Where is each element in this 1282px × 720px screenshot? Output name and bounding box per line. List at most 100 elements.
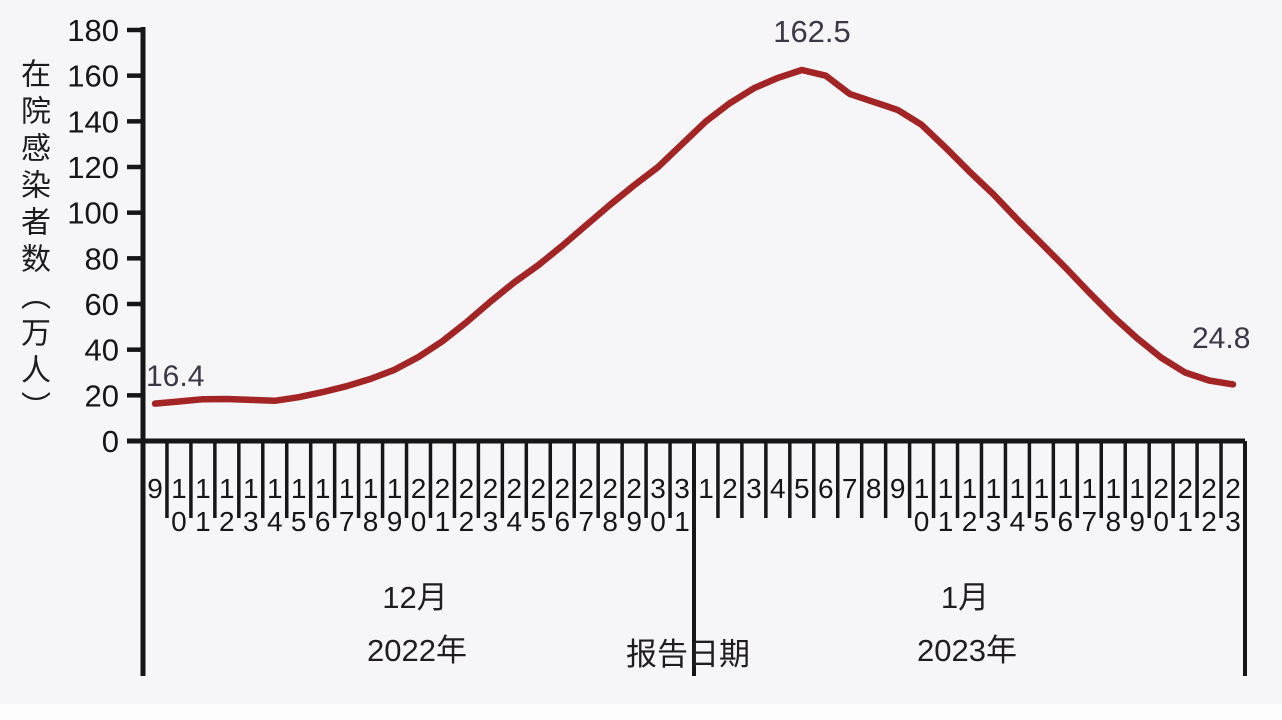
x-tick-label: 1	[986, 473, 1002, 504]
x-tick-label: 8	[866, 473, 882, 504]
x-tick-label: 0	[171, 506, 187, 537]
x-tick-label: 9	[147, 473, 163, 504]
x-tick-label: 2	[722, 473, 738, 504]
month-label-december: 12月	[382, 580, 448, 615]
x-tick-label: 2	[602, 473, 618, 504]
x-tick-label: 0	[1153, 506, 1169, 537]
x-tick-label: 3	[483, 506, 499, 537]
y-tick-label: 160	[67, 59, 119, 94]
bottom-white-strip	[0, 704, 1282, 720]
x-tick-label: 1	[1129, 473, 1145, 504]
x-tick-label: 6	[818, 473, 834, 504]
x-tick-label: 9	[1129, 506, 1145, 537]
x-tick-label: 0	[914, 506, 930, 537]
x-axis-title-report-date: 报告日期	[626, 637, 750, 672]
x-tick-label: 8	[602, 506, 618, 537]
x-tick-label: 4	[267, 506, 283, 537]
x-tick-label: 6	[315, 506, 331, 537]
x-tick-label: 4	[1010, 506, 1026, 537]
x-tick-label: 2	[530, 473, 546, 504]
y-tick-label: 80	[85, 241, 119, 276]
x-tick-label: 7	[842, 473, 858, 504]
x-tick-label: 8	[1105, 506, 1121, 537]
x-tick-label: 1	[938, 473, 954, 504]
x-tick-label: 3	[986, 506, 1002, 537]
x-tick-label: 1	[1058, 473, 1074, 504]
annotation-peak-value: 162.5	[773, 14, 851, 49]
x-tick-label: 5	[291, 506, 307, 537]
x-tick-label: 2	[219, 506, 235, 537]
y-tick-label: 20	[85, 378, 119, 413]
x-tick-label: 5	[794, 473, 810, 504]
x-tick-label: 2	[459, 473, 475, 504]
y-tick-label: 40	[85, 333, 119, 368]
x-tick-label: 1	[219, 473, 235, 504]
x-tick-label: 1	[339, 473, 355, 504]
x-tick-label: 4	[770, 473, 786, 504]
month-label-january: 1月	[940, 580, 990, 615]
x-tick-label: 5	[530, 506, 546, 537]
x-tick-label: 5	[1034, 506, 1050, 537]
x-tick-label: 9	[387, 506, 403, 537]
x-tick-label: 7	[339, 506, 355, 537]
x-tick-label: 2	[1225, 473, 1241, 504]
x-tick-label: 3	[746, 473, 762, 504]
x-tick-label: 7	[1081, 506, 1097, 537]
x-tick-label: 2	[962, 506, 978, 537]
x-tick-label: 6	[1058, 506, 1074, 537]
y-tick-label: 0	[102, 424, 119, 459]
x-tick-label: 7	[578, 506, 594, 537]
x-tick-label: 2	[554, 473, 570, 504]
x-tick-label: 3	[674, 473, 690, 504]
x-tick-label: 1	[435, 506, 451, 537]
y-tick-label: 140	[67, 104, 119, 139]
x-tick-label: 1	[195, 506, 211, 537]
x-tick-label: 8	[363, 506, 379, 537]
annotation-start-value: 16.4	[146, 360, 205, 393]
x-tick-label: 3	[1225, 506, 1241, 537]
x-tick-label: 1	[938, 506, 954, 537]
x-tick-label: 2	[578, 473, 594, 504]
infection-trend-line	[151, 66, 1237, 407]
x-tick-label: 6	[554, 506, 570, 537]
x-tick-label: 2	[507, 473, 523, 504]
x-tick-label: 1	[195, 473, 211, 504]
x-tick-label: 1	[291, 473, 307, 504]
x-tick-label: 2	[1201, 506, 1217, 537]
x-tick-label: 0	[411, 506, 427, 537]
x-tick-label: 1	[363, 473, 379, 504]
x-tick-label: 9	[890, 473, 906, 504]
y-tick-label: 100	[67, 196, 119, 231]
x-tick-label: 2	[459, 506, 475, 537]
x-tick-label: 2	[626, 473, 642, 504]
x-tick-label: 1	[962, 473, 978, 504]
annotation-end-value: 24.8	[1192, 322, 1251, 355]
x-tick-label: 0	[650, 506, 666, 537]
y-axis-title: 在院感染者数（万人）	[16, 58, 49, 428]
x-tick-label: 1	[1010, 473, 1026, 504]
x-tick-label: 1	[674, 506, 690, 537]
x-tick-label: 9	[626, 506, 642, 537]
x-tick-label: 1	[243, 473, 259, 504]
x-tick-label: 1	[171, 473, 187, 504]
x-tick-label: 2	[1201, 473, 1217, 504]
x-tick-label: 3	[243, 506, 259, 537]
x-tick-label: 2	[483, 473, 499, 504]
x-tick-label: 1	[1177, 506, 1193, 537]
x-tick-label: 2	[435, 473, 451, 504]
y-tick-label: 60	[85, 287, 119, 322]
x-tick-label: 1	[698, 473, 714, 504]
y-tick-label: 180	[67, 13, 119, 48]
x-tick-label: 2	[1153, 473, 1169, 504]
x-tick-label: 2	[411, 473, 427, 504]
x-tick-label: 1	[1034, 473, 1050, 504]
x-tick-label: 1	[1081, 473, 1097, 504]
x-tick-label: 2	[1177, 473, 1193, 504]
x-tick-label: 1	[1105, 473, 1121, 504]
year-label-2023: 2023年	[917, 633, 1017, 668]
year-label-2022: 2022年	[367, 633, 467, 668]
y-tick-label: 120	[67, 150, 119, 185]
x-tick-label: 1	[387, 473, 403, 504]
